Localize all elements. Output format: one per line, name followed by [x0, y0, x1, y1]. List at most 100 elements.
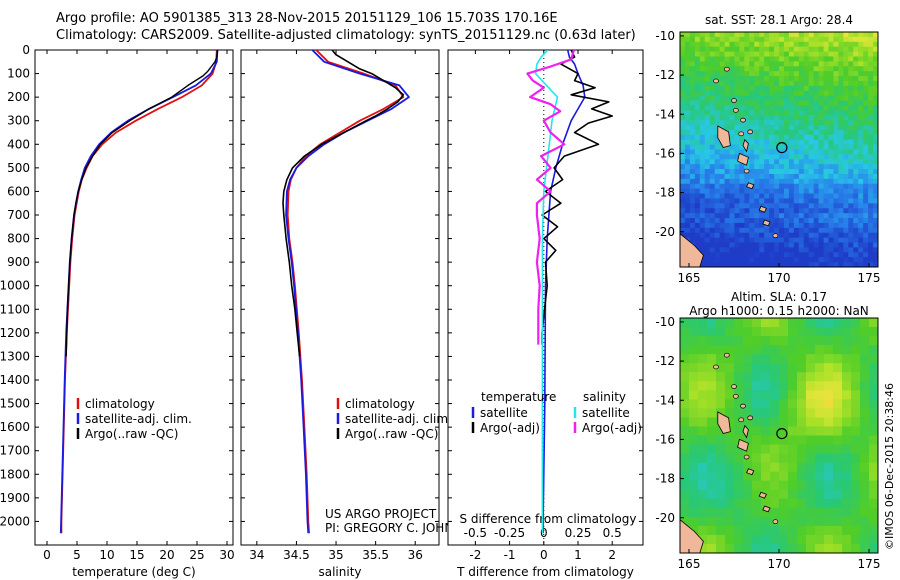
map-cell — [724, 120, 731, 126]
map-cell — [868, 144, 874, 151]
map-cell — [806, 426, 816, 437]
map-cell — [779, 247, 785, 253]
map-cell — [680, 120, 686, 126]
map-cell — [823, 90, 830, 97]
map-cell — [694, 178, 701, 185]
map-cell — [823, 203, 830, 209]
map-cell — [838, 173, 844, 180]
x-tick-label: 25 — [189, 548, 204, 562]
map-cell — [863, 164, 869, 170]
map-cell — [689, 444, 699, 455]
map-cell — [869, 435, 878, 446]
map-cell — [719, 222, 726, 229]
map-cell — [724, 32, 731, 38]
x-tick-label: 36 — [408, 548, 423, 562]
map-cell — [860, 363, 870, 373]
map-cell — [853, 144, 859, 151]
map-cell — [739, 71, 745, 77]
map-cell — [833, 399, 843, 409]
map-cell — [806, 318, 816, 328]
map-cell — [704, 222, 711, 229]
map-cell — [724, 213, 731, 219]
map-cell — [734, 144, 740, 151]
map-cell — [734, 327, 744, 337]
map-cell — [734, 453, 744, 464]
map-cell — [843, 213, 849, 219]
map-cell — [694, 85, 701, 92]
map-cell — [815, 462, 825, 473]
map-cell — [833, 471, 843, 482]
map-cell — [808, 105, 815, 111]
map-cell — [824, 507, 834, 518]
map-cell — [798, 183, 805, 190]
map-cell — [769, 222, 775, 229]
map-cell — [798, 222, 805, 229]
map-cell — [788, 110, 795, 116]
map-cell — [769, 56, 775, 62]
map-cell — [759, 257, 765, 263]
map-cell — [868, 80, 874, 87]
map-cell — [714, 193, 721, 200]
map-cell — [770, 372, 780, 382]
map-cell — [815, 453, 825, 464]
argo-position-marker — [776, 428, 788, 440]
map-cell — [843, 144, 849, 151]
map-cell — [798, 32, 805, 38]
map-cell — [833, 462, 843, 473]
map-cell — [779, 363, 789, 373]
map-cell — [783, 95, 790, 102]
map-cell — [734, 36, 740, 43]
map-cell — [851, 489, 861, 500]
map-cell — [860, 471, 870, 482]
map-cell — [709, 90, 716, 97]
map-cell — [863, 105, 869, 111]
map-cell — [853, 105, 859, 111]
map-cell — [770, 318, 780, 328]
map-cell — [858, 41, 864, 48]
map-cell — [716, 435, 726, 446]
map-cell — [689, 354, 699, 364]
map-cell — [868, 90, 874, 97]
map-cell — [716, 354, 726, 364]
map-cell — [869, 381, 878, 391]
map-cell — [754, 222, 760, 229]
map-cell — [770, 525, 780, 536]
map-cell — [724, 41, 731, 48]
map-cell — [754, 144, 760, 151]
map-cell — [689, 76, 696, 82]
map-cell — [797, 525, 807, 536]
map-cell — [774, 51, 780, 58]
map-cell — [754, 257, 760, 263]
map-cell — [818, 129, 825, 136]
map-cell — [828, 222, 835, 229]
map-cell — [833, 345, 843, 355]
map-cell — [744, 247, 750, 253]
map-cell — [680, 41, 686, 48]
map-cell — [709, 110, 716, 116]
map-cell — [689, 110, 696, 116]
map-cell — [843, 139, 849, 146]
map-cell — [689, 178, 696, 185]
map-cell — [764, 164, 770, 170]
map-cell — [689, 498, 699, 509]
map-cell — [779, 193, 785, 200]
map-cell — [828, 95, 835, 102]
map-cell — [868, 247, 874, 253]
map-cell — [684, 159, 691, 165]
map-cell — [754, 242, 760, 249]
map-cell — [868, 203, 874, 209]
map-cell — [759, 32, 765, 38]
map-cell — [704, 237, 711, 244]
map-cell — [818, 36, 825, 43]
map-cell — [754, 80, 760, 87]
map-cell — [774, 252, 780, 258]
map-cell — [838, 232, 844, 239]
map-cell — [759, 169, 765, 175]
map-cell — [729, 76, 736, 82]
map-cell — [752, 498, 762, 509]
map-cell — [833, 327, 843, 337]
map-cell — [815, 354, 825, 364]
map-cell — [828, 129, 835, 136]
map-cell — [709, 144, 716, 151]
map-cell — [873, 188, 878, 195]
